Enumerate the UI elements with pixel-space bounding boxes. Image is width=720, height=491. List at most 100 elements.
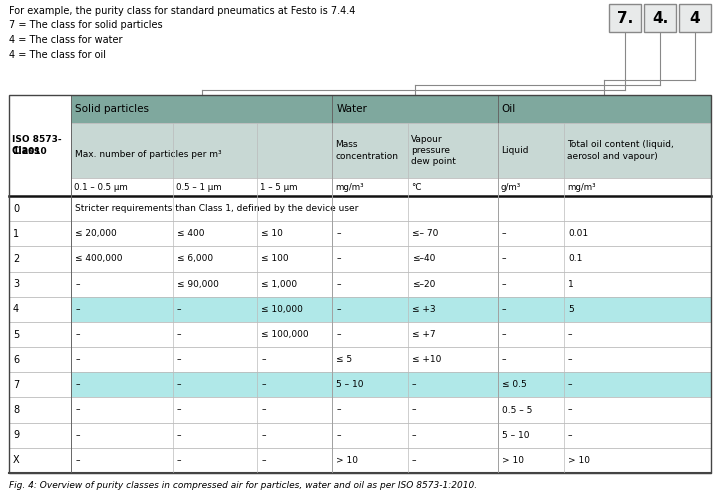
Bar [9,322,711,347]
Bar [9,347,711,372]
Text: ≤–20: ≤–20 [412,280,435,289]
Text: > 10: > 10 [336,456,359,465]
Text: ISO 8573-
1:2010: ISO 8573- 1:2010 [12,136,62,156]
Text: Stricter requirements than Class 1, defined by the device user: Stricter requirements than Class 1, defi… [76,204,359,213]
Text: ≤ 6,000: ≤ 6,000 [176,254,212,264]
Bar [9,221,711,246]
Text: –: – [502,305,506,314]
Text: > 10: > 10 [568,456,590,465]
Bar [9,196,71,221]
Text: Water: Water [336,104,367,114]
Text: Liquid: Liquid [501,146,528,155]
Text: –: – [176,456,181,465]
Text: –: – [568,330,572,339]
Bar [71,178,173,196]
Text: –: – [176,381,181,389]
Text: –: – [568,406,572,414]
Bar [9,397,711,423]
Text: –: – [336,431,341,440]
Text: 0.01: 0.01 [568,229,588,238]
Bar [9,246,71,272]
Bar [9,297,711,322]
Bar [71,95,333,123]
Text: mg/m³: mg/m³ [567,183,595,191]
Text: –: – [502,330,506,339]
Bar [9,272,711,297]
Text: –: – [76,330,80,339]
Text: 9: 9 [13,430,19,440]
Text: –: – [502,355,506,364]
Bar [9,372,71,397]
Bar [498,123,564,178]
Bar [257,178,333,196]
Text: 4: 4 [13,304,19,314]
Text: –: – [336,330,341,339]
Text: ≤ 100,000: ≤ 100,000 [261,330,309,339]
Bar [71,123,333,178]
Bar [9,322,71,347]
Text: –: – [336,280,341,289]
Text: Solid particles: Solid particles [76,104,150,114]
Text: –: – [412,406,416,414]
Bar [173,178,257,196]
Text: 1: 1 [568,280,574,289]
Bar [408,123,498,178]
Text: –: – [76,305,80,314]
Text: –: – [176,305,181,314]
Bar [9,423,711,448]
Text: ≤ 10: ≤ 10 [261,229,283,238]
Text: ≤ 1,000: ≤ 1,000 [261,280,297,289]
Text: Total oil content (liquid,
aerosol and vapour): Total oil content (liquid, aerosol and v… [567,140,674,161]
Bar [564,178,711,196]
Text: 1 – 5 μm: 1 – 5 μm [260,183,297,191]
Bar [9,196,711,221]
Text: 0.5 – 1 μm: 0.5 – 1 μm [176,183,221,191]
Bar [9,272,71,297]
Text: ≤ 5: ≤ 5 [336,355,353,364]
Bar [9,347,71,372]
Text: –: – [261,406,266,414]
Text: 7.: 7. [617,10,633,26]
Bar [9,297,71,322]
Text: 0: 0 [13,204,19,214]
Text: °C: °C [411,183,421,191]
Text: 8: 8 [13,405,19,415]
Text: 4.: 4. [652,10,668,26]
Bar [333,95,498,123]
Text: –: – [76,355,80,364]
Text: –: – [336,254,341,264]
Text: 4: 4 [690,10,701,26]
Text: –: – [76,456,80,465]
Bar [644,4,676,32]
Text: –: – [176,431,181,440]
Text: ≤ +3: ≤ +3 [412,305,436,314]
Bar [408,178,498,196]
Text: 4 = The class for oil: 4 = The class for oil [9,50,106,60]
Text: 0.5 – 5: 0.5 – 5 [502,406,532,414]
Text: 5 – 10: 5 – 10 [336,381,364,389]
Text: 1: 1 [13,229,19,239]
Text: –: – [176,406,181,414]
Text: –: – [76,381,80,389]
Text: –: – [261,355,266,364]
Bar [609,4,641,32]
Text: ≤ +10: ≤ +10 [412,355,441,364]
Text: 5: 5 [13,329,19,339]
Text: 5: 5 [568,305,574,314]
Text: –: – [336,406,341,414]
Text: 5 – 10: 5 – 10 [502,431,529,440]
Text: 6: 6 [13,355,19,365]
Bar [71,196,711,221]
Text: ≤–40: ≤–40 [412,254,435,264]
Text: ≤ +7: ≤ +7 [412,330,436,339]
Bar [333,123,408,178]
Text: –: – [502,229,506,238]
Text: ≤ 90,000: ≤ 90,000 [176,280,218,289]
Bar [9,448,711,473]
Bar [9,95,71,196]
Text: 2: 2 [13,254,19,264]
Text: > 10: > 10 [502,456,524,465]
Text: –: – [502,280,506,289]
Text: 0.1: 0.1 [568,254,582,264]
Text: For example, the purity class for standard pneumatics at Festo is 7.4.4: For example, the purity class for standa… [9,6,356,16]
